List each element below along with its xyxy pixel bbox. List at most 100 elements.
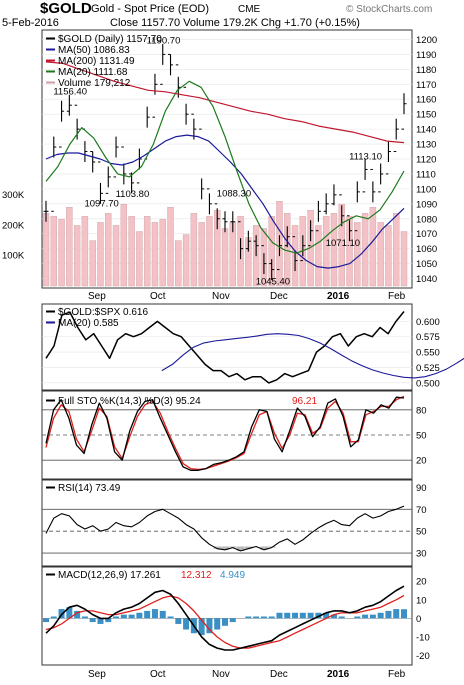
price-annotation: 1156.40 bbox=[53, 87, 87, 98]
chart-exchange: CME bbox=[238, 4, 261, 15]
macd-histogram-bar bbox=[401, 609, 407, 619]
volume-bar bbox=[73, 225, 81, 287]
chart-marks: 1040105010601070108010901100111011201130… bbox=[2, 34, 464, 662]
chart-date: 5-Feb-2016 bbox=[2, 17, 59, 29]
volume-bar bbox=[159, 219, 166, 287]
price-legend-entry: Volume 179,212 bbox=[58, 78, 131, 89]
macd-x-tick-oct: Oct bbox=[150, 669, 166, 680]
stochastic-y-tick-label: 80 bbox=[416, 405, 427, 416]
macd-histogram-bar bbox=[253, 616, 260, 619]
macd-histogram-bar bbox=[167, 616, 174, 619]
volume-bar bbox=[206, 216, 213, 287]
price-y-tick-label: 1180 bbox=[416, 65, 436, 76]
macd-histogram-bar bbox=[120, 614, 127, 619]
macd-histogram-bar bbox=[183, 618, 190, 630]
price-legend-entry: MA(200) 1131.49 bbox=[58, 56, 135, 67]
macd-histogram-bar bbox=[268, 616, 275, 619]
price-y-tick-label: 1090 bbox=[416, 199, 437, 210]
volume-bar bbox=[66, 207, 73, 287]
volume-bar bbox=[330, 213, 338, 287]
macd-histogram-bar bbox=[159, 610, 166, 619]
volume-bar bbox=[268, 216, 275, 287]
price-annotation: 1103.80 bbox=[116, 189, 150, 200]
volume-bar bbox=[89, 240, 96, 287]
macd-line bbox=[45, 585, 405, 651]
price-annotation: 1190.70 bbox=[147, 35, 181, 46]
macd-legend-histogram: 4.949 bbox=[220, 570, 245, 581]
volume-bar bbox=[175, 240, 182, 287]
ratio-y-tick-label: 0.525 bbox=[416, 363, 440, 374]
macd-histogram-bar bbox=[299, 612, 306, 619]
price-legend-entry: MA(50) 1086.83 bbox=[58, 45, 130, 56]
volume-bar bbox=[346, 216, 353, 287]
stochastic-legend-entry-d: 96.21 bbox=[292, 396, 317, 407]
rsi-legend-entry: RSI(14) 73.49 bbox=[58, 483, 121, 494]
macd-histogram-bar bbox=[276, 612, 283, 619]
chart-quote: Close 1157.70 Volume 179.2K Chg +1.70 (+… bbox=[110, 17, 360, 29]
ratio-y-tick-label: 0.575 bbox=[416, 332, 440, 343]
macd-histogram-bar bbox=[260, 616, 267, 619]
volume-bar bbox=[167, 207, 174, 287]
macd-signal-line bbox=[45, 594, 405, 649]
macd-histogram-bar bbox=[307, 612, 314, 619]
chart-watermark: © StockCharts.com bbox=[346, 4, 432, 15]
macd-histogram-bar bbox=[89, 618, 96, 623]
volume-bar bbox=[198, 222, 205, 287]
macd-histogram-bar bbox=[385, 610, 392, 619]
price-legend-entry: MA(20) 1111.68 bbox=[58, 67, 128, 78]
stochastic-k-line bbox=[45, 396, 405, 471]
price-y-tick-label: 1190 bbox=[416, 50, 436, 61]
ratio-y-tick-label: 0.500 bbox=[416, 378, 440, 389]
macd-x-tick-sep: Sep bbox=[88, 669, 106, 680]
price-y-tick-label: 1060 bbox=[416, 244, 437, 255]
rsi-y-tick-label: 50 bbox=[416, 527, 427, 538]
macd-histogram-bar bbox=[222, 618, 228, 626]
price-y-tick-label: 1070 bbox=[416, 229, 437, 240]
stochastic-y-tick-label: 20 bbox=[416, 456, 427, 467]
macd-histogram-bar bbox=[175, 618, 182, 624]
price-x-tick-feb: Feb bbox=[388, 291, 406, 302]
price-y-tick-label: 1150 bbox=[416, 110, 436, 121]
macd-histogram-bar bbox=[377, 612, 384, 619]
ratio-y-tick-label: 0.550 bbox=[416, 348, 440, 359]
volume-y-tick-label: 100K bbox=[2, 251, 25, 262]
ma50-line bbox=[45, 134, 405, 269]
ratio-legend-entry: MA(20) 0.585 bbox=[58, 318, 119, 329]
macd-x-tick-nov: Nov bbox=[212, 669, 230, 680]
macd-histogram-bar bbox=[315, 612, 322, 619]
volume-bar bbox=[315, 225, 322, 287]
macd-histogram-bar bbox=[292, 612, 299, 619]
rsi-y-tick-label: 90 bbox=[416, 483, 427, 494]
volume-bar bbox=[400, 231, 408, 287]
macd-histogram-bar bbox=[362, 614, 369, 619]
volume-bar bbox=[58, 219, 65, 287]
price-y-tick-label: 1160 bbox=[416, 95, 436, 106]
volume-bar bbox=[42, 213, 50, 287]
rsi-y-tick-label: 70 bbox=[416, 505, 427, 516]
price-x-tick-dec: Dec bbox=[270, 291, 288, 302]
macd-y-tick-label: 20 bbox=[416, 577, 427, 588]
price-legend-entry: $GOLD (Daily) 1157.70 bbox=[58, 34, 162, 45]
price-y-tick-label: 1050 bbox=[416, 259, 437, 270]
macd-histogram-bar bbox=[206, 618, 213, 634]
ma200-line bbox=[45, 61, 405, 144]
volume-bar bbox=[105, 213, 112, 287]
price-y-tick-label: 1040 bbox=[416, 274, 437, 285]
macd-y-tick-label: -10 bbox=[416, 632, 430, 643]
volume-bar bbox=[307, 210, 314, 287]
volume-bar bbox=[190, 213, 198, 287]
volume-y-tick-label: 300K bbox=[2, 190, 25, 201]
rsi-oversold-fill bbox=[244, 546, 253, 549]
price-y-tick-label: 1130 bbox=[416, 140, 436, 151]
price-y-tick-label: 1140 bbox=[416, 125, 436, 136]
price-x-tick-oct: Oct bbox=[150, 291, 166, 302]
chart-instrument-name: Gold - Spot Price (EOD) bbox=[91, 3, 209, 15]
volume-bar bbox=[143, 216, 151, 287]
volume-bar bbox=[354, 222, 361, 287]
volume-bar bbox=[128, 216, 135, 287]
macd-histogram-bar bbox=[369, 614, 376, 619]
chart-symbol: $GOLD bbox=[40, 0, 92, 17]
rsi-y-tick-label: 30 bbox=[416, 549, 427, 560]
macd-histogram-bar bbox=[128, 614, 135, 619]
